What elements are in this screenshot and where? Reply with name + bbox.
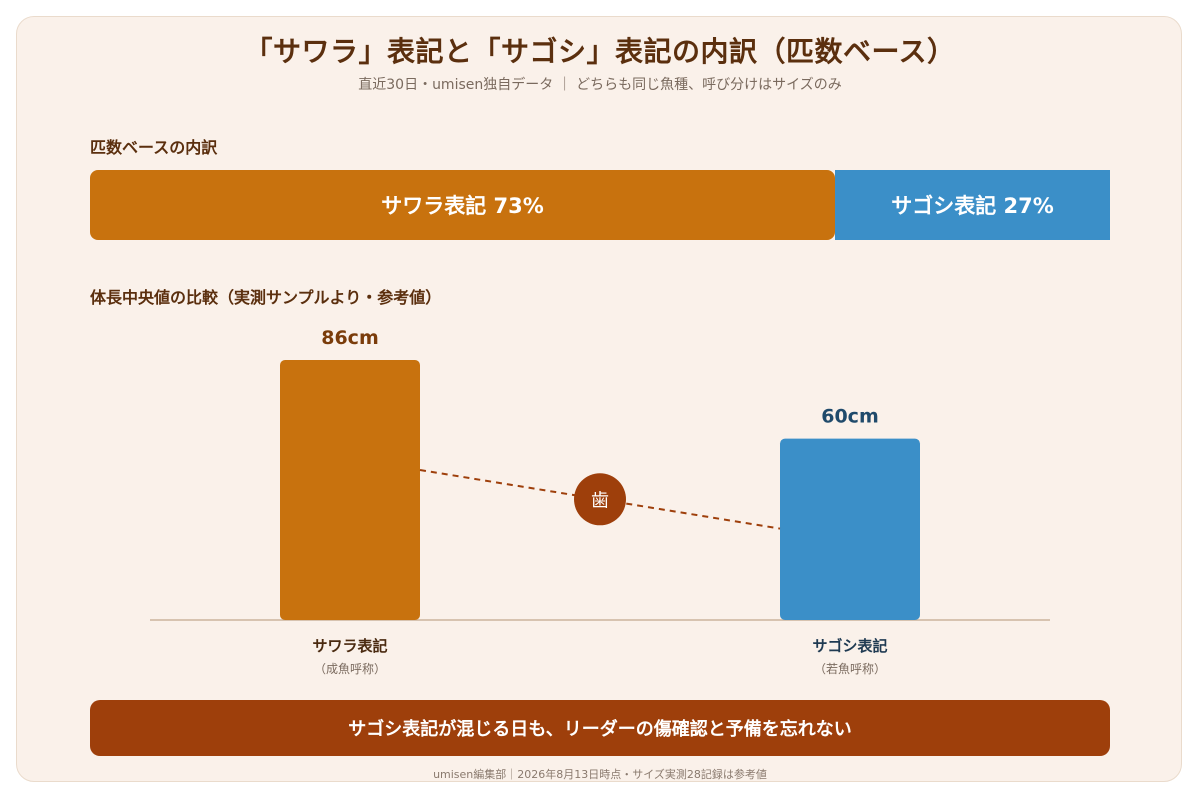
footnote: umisen編集部｜2026年8月13日時点・サイズ実測28記録は参考値 bbox=[433, 768, 767, 781]
bar-value-label: 60cm bbox=[821, 406, 879, 428]
comparison-label: 体長中央値の比較（実測サンプルより・参考値） bbox=[90, 288, 442, 307]
category-sublabel: （若魚呼称） bbox=[814, 662, 886, 676]
share-segment-sagoshi: サゴシ表記 27% bbox=[835, 170, 1110, 240]
category-label: サワラ表記 bbox=[312, 637, 387, 655]
bar-value-label: 86cm bbox=[321, 327, 379, 349]
main-card bbox=[16, 16, 1182, 782]
category-sublabel: （成魚呼称） bbox=[314, 662, 386, 676]
length-bar-chart: 86cm サワラ表記 （成魚呼称） 60cm サゴシ表記 （若魚呼称） 歯 bbox=[150, 327, 1050, 676]
advice-banner: サゴシ表記が混じる日も、リーダーの傷確認と予備を忘れない bbox=[90, 700, 1110, 756]
page-title: 「サワラ」表記と「サゴシ」表記の内訳（匹数ベース） bbox=[244, 35, 956, 68]
bar-sagoshi bbox=[780, 438, 920, 620]
page-subtitle: 直近30日・umisen独自データ ｜ どちらも同じ魚種、呼び分けはサイズのみ bbox=[358, 77, 842, 93]
stacked-share-bar: サワラ表記 73% サゴシ表記 27% bbox=[90, 170, 1110, 240]
connector-dashed-line bbox=[419, 469, 781, 530]
bar-sawara bbox=[280, 360, 420, 620]
breakdown-label: 匹数ベースの内訳 bbox=[90, 138, 218, 157]
teeth-marker-glyph: 歯 bbox=[591, 490, 609, 511]
share-segment-sawara: サワラ表記 73% bbox=[90, 170, 835, 240]
category-label: サゴシ表記 bbox=[812, 637, 887, 655]
teeth-marker-circle bbox=[574, 473, 626, 526]
